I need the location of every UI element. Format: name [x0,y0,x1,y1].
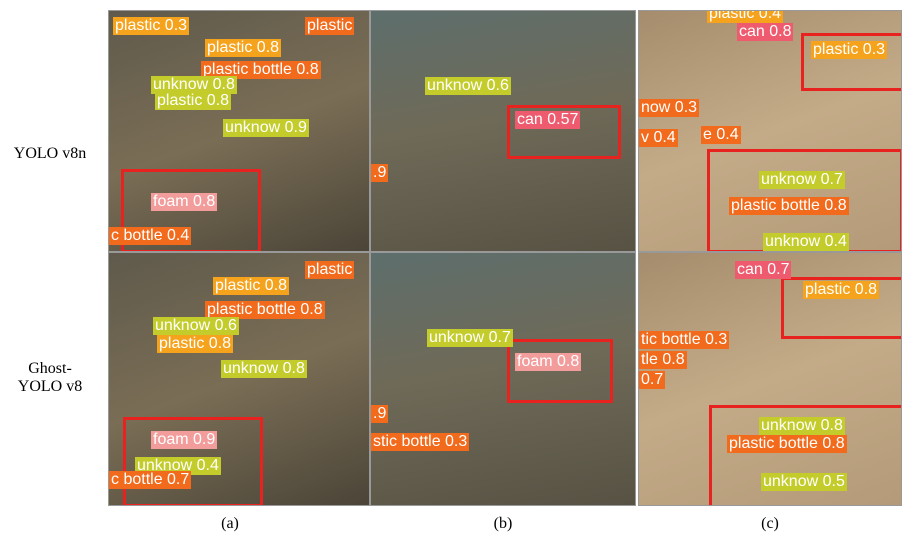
bounding-box [507,339,613,403]
detection-label: unknow 0.4 [763,233,849,251]
detection-label: unknow 0.5 [761,473,847,491]
detection-label: plastic bottle 0.8 [727,435,847,453]
detection-label: can 0.57 [515,111,580,129]
detection-label: foam 0.8 [151,193,217,211]
column-label: (a) [200,515,260,533]
detection-label: c bottle 0.7 [109,471,191,489]
detection-label: plastic 0.3 [113,17,189,35]
detection-label: plastic [305,261,354,279]
row-label: Ghost- YOLO v8 [0,360,100,396]
detection-label: unknow 0.7 [427,329,513,347]
detection-label: unknow 0.7 [759,171,845,189]
column-label: (b) [473,515,533,533]
detection-label: tle 0.8 [639,351,687,369]
detection-label: e 0.4 [701,126,741,144]
detection-label: unknow 0.6 [425,77,511,95]
detection-label: unknow 0.6 [153,317,239,335]
detection-label: stic bottle 0.3 [371,433,469,451]
detection-label: plastic 0.8 [213,277,289,295]
detection-label: plastic 0.8 [157,335,233,353]
detection-label: foam 0.8 [515,353,581,371]
detection-label: tic bottle 0.3 [639,331,729,349]
detection-label: foam 0.9 [151,431,217,449]
detection-label: c bottle 0.4 [109,227,191,245]
detection-label: plastic 0.3 [811,41,887,59]
detection-label: plastic bottle 0.8 [729,197,849,215]
detection-label: v 0.4 [639,129,678,147]
detection-label: plastic 0.8 [803,281,879,299]
detection-label: unknow 0.8 [759,417,845,435]
detection-label: now 0.3 [639,99,699,117]
detection-label: .9 [371,405,388,423]
detection-label: plastic [305,17,354,35]
detection-label: .9 [371,164,388,182]
detection-label: unknow 0.9 [223,119,309,137]
image-panel: can 0.7 plastic 0.8 tic bottle 0.3 tle 0.8 0… [638,252,902,506]
row-label: YOLO v8n [0,145,100,163]
detection-label: plastic 0.4 [707,10,783,23]
detection-label: can 0.7 [735,261,791,279]
figure: YOLO v8n Ghost- YOLO v8 (a) (b) (c) (() … [0,0,902,544]
column-label: (c) [740,515,800,533]
detection-label: unknow 0.8 [221,360,307,378]
detection-label: can 0.8 [737,23,793,41]
detection-label: plastic 0.8 [205,39,281,57]
detection-label: 0.7 [639,371,665,389]
detection-label: plastic 0.8 [155,92,231,110]
